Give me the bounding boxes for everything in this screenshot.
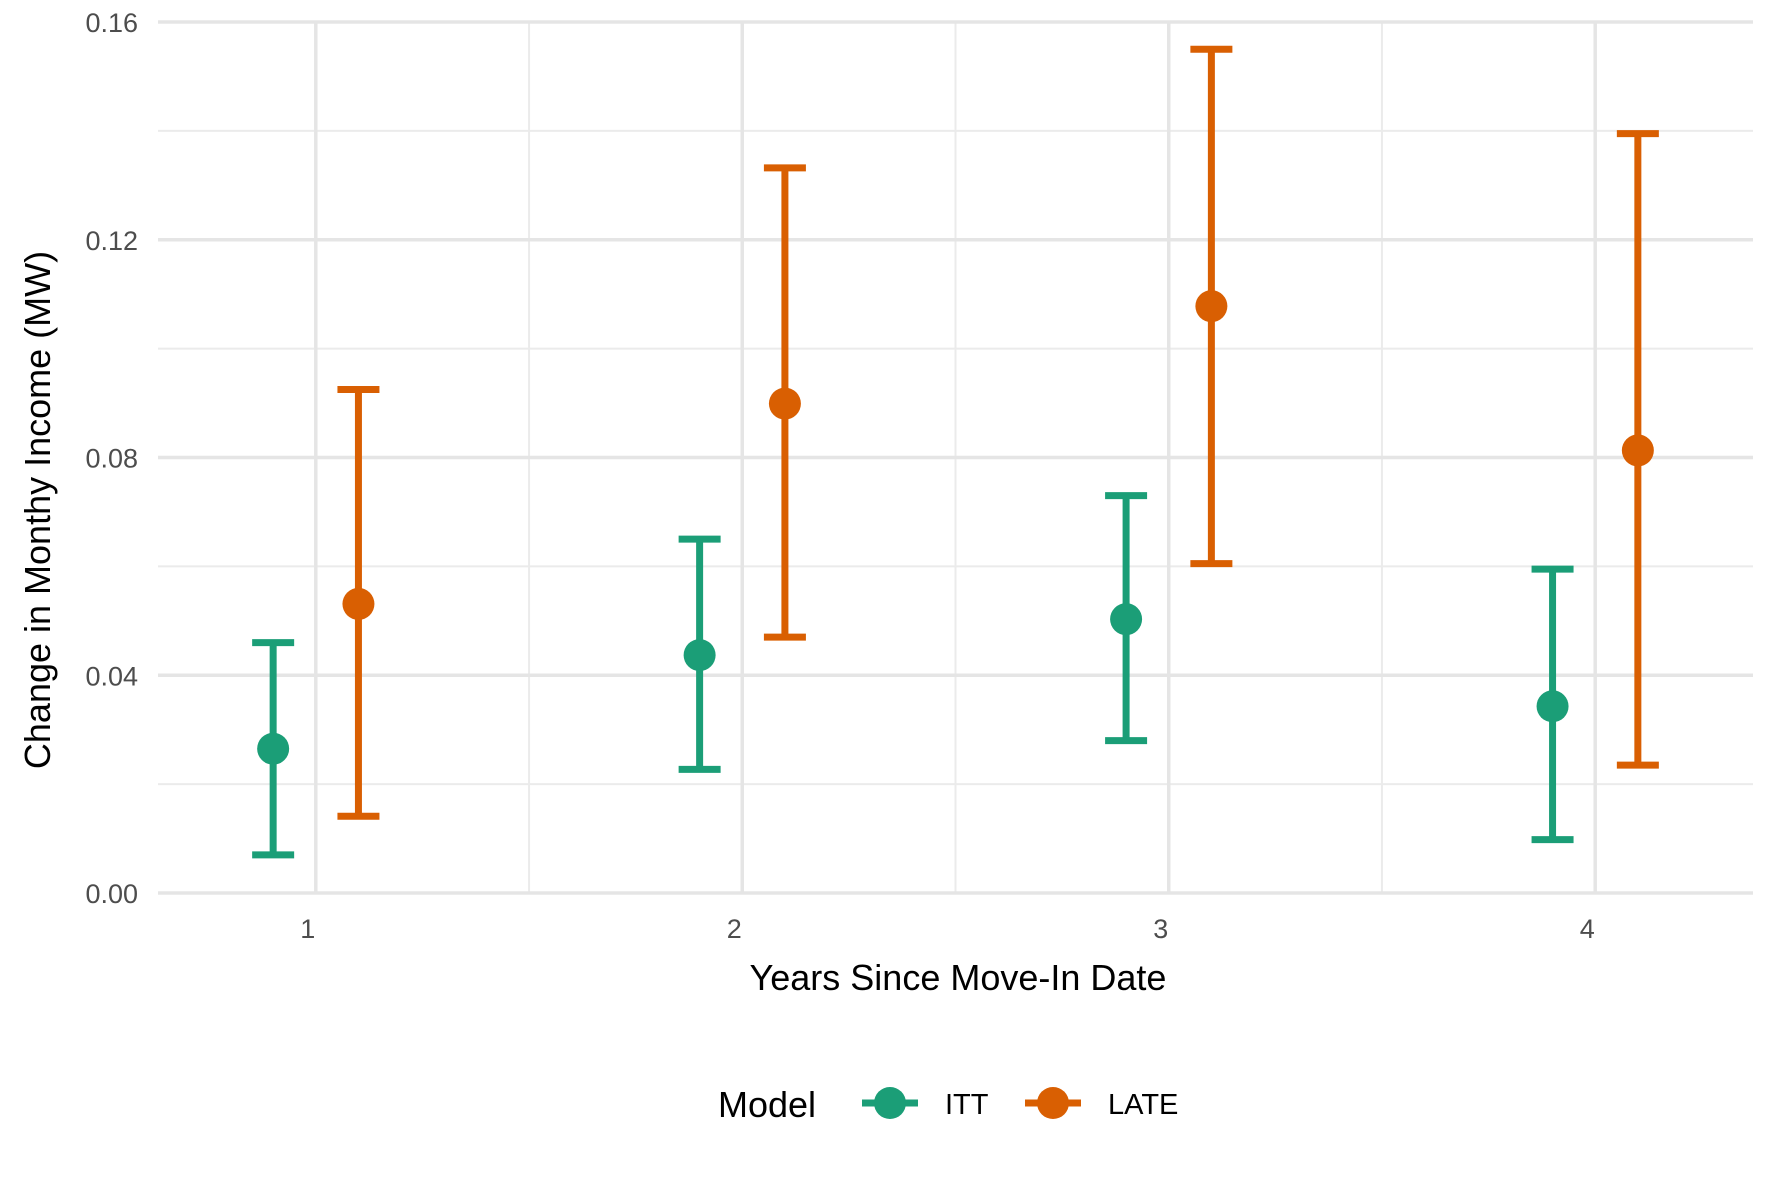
point-estimate: [257, 732, 290, 765]
y-axis-title: Change in Monthy Income (MW): [17, 251, 58, 769]
legend-key-point: [874, 1087, 906, 1119]
point-estimate: [1195, 290, 1228, 323]
y-tick-label: 0.16: [85, 8, 138, 38]
legend-label: LATE: [1108, 1089, 1178, 1121]
y-tick-label: 0.12: [85, 226, 138, 256]
plot-marks: [252, 45, 1659, 859]
x-tick-label: 3: [1153, 914, 1168, 944]
x-tick-label: 2: [727, 914, 742, 944]
legend-key-late: [1025, 1087, 1081, 1119]
x-tick-label: 1: [300, 914, 315, 944]
point-estimate: [342, 587, 375, 620]
y-tick-label: 0.04: [85, 661, 138, 691]
legend: Model ITT LATE: [718, 1084, 1178, 1125]
x-axis-ticks: 1 2 3 4: [300, 914, 1594, 944]
point-estimate: [768, 387, 801, 420]
y-tick-label: 0.00: [85, 879, 138, 909]
y-axis-ticks: 0.00 0.04 0.08 0.12 0.16: [85, 8, 138, 909]
x-axis-title: Years Since Move-In Date: [750, 957, 1167, 998]
point-estimate: [1621, 434, 1654, 467]
legend-key-point: [1037, 1087, 1069, 1119]
series-late: [337, 45, 1659, 820]
point-estimate: [1536, 690, 1569, 723]
point-estimate: [1110, 603, 1143, 636]
series-itt: [252, 492, 1574, 859]
y-tick-label: 0.08: [85, 444, 138, 474]
legend-label: ITT: [945, 1089, 989, 1121]
x-tick-label: 4: [1580, 914, 1595, 944]
point-estimate: [683, 639, 716, 672]
gridlines: [158, 20, 1753, 895]
legend-title: Model: [718, 1084, 816, 1125]
legend-key-itt: [862, 1087, 918, 1119]
